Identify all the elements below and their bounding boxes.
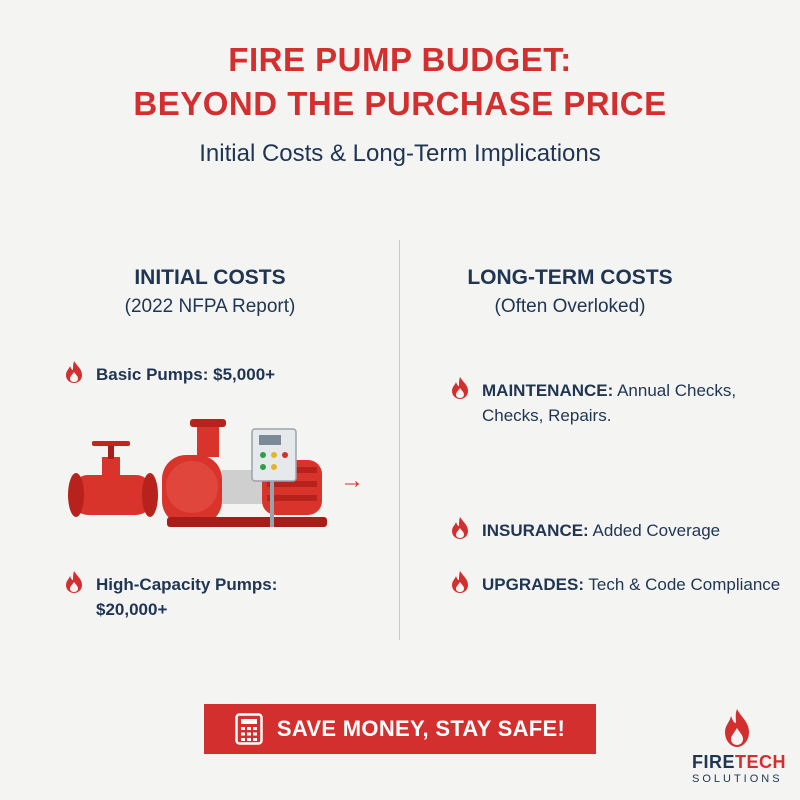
maintenance-item: MAINTENANCE: Annual Checks, Checks, Repa… bbox=[450, 377, 737, 428]
logo-name: FIRETECH bbox=[692, 752, 787, 772]
basic-pumps-label: Basic Pumps: $5,000+ bbox=[96, 365, 276, 384]
calculator-icon bbox=[235, 713, 263, 745]
upgrades-label: UPGRADES: Tech & Code Compliance bbox=[482, 575, 781, 594]
insurance-label: INSURANCE: Added Coverage bbox=[482, 521, 721, 540]
flame-icon bbox=[66, 571, 82, 593]
save-money-banner: SAVE MONEY, STAY SAFE! bbox=[204, 704, 596, 754]
flame-icon bbox=[452, 571, 468, 593]
high-capacity-pumps-label: High-Capacity Pumps: $20,000+ bbox=[96, 575, 278, 619]
flame-icon bbox=[452, 377, 468, 399]
column-divider bbox=[399, 240, 400, 640]
flame-icon bbox=[66, 361, 82, 383]
logo-tagline: SOLUTIONS bbox=[692, 773, 783, 785]
page-title-line1: FIRE PUMP BUDGET: bbox=[228, 41, 572, 78]
fire-pump-illustration bbox=[68, 419, 327, 527]
initial-costs-subheading: (2022 NFPA Report) bbox=[124, 296, 296, 317]
page-subtitle: Initial Costs & Long-Term Implications bbox=[199, 140, 601, 167]
flame-icon bbox=[725, 709, 749, 747]
basic-pumps-item: Basic Pumps: $5,000+ bbox=[64, 361, 276, 387]
flame-icon bbox=[452, 517, 468, 539]
maintenance-label: MAINTENANCE: Annual Checks, Checks, Repa… bbox=[482, 381, 737, 425]
initial-costs-heading: INITIAL COSTS bbox=[134, 266, 286, 289]
long-term-costs-subheading: (Often Overloked) bbox=[494, 296, 646, 317]
cta-label: SAVE MONEY, STAY SAFE! bbox=[276, 716, 566, 741]
page-title-line2: BEYOND THE PURCHASE PRICE bbox=[133, 85, 667, 122]
long-term-costs-heading: LONG-TERM COSTS bbox=[467, 266, 673, 289]
insurance-item: INSURANCE: Added Coverage bbox=[450, 517, 721, 543]
arrow-right-icon: → bbox=[340, 467, 364, 494]
high-capacity-pumps-item: High-Capacity Pumps: $20,000+ bbox=[64, 571, 278, 622]
firetech-logo: FIRETECH SOLUTIONS bbox=[692, 708, 787, 785]
upgrades-item: UPGRADES: Tech & Code Compliance bbox=[450, 571, 781, 597]
